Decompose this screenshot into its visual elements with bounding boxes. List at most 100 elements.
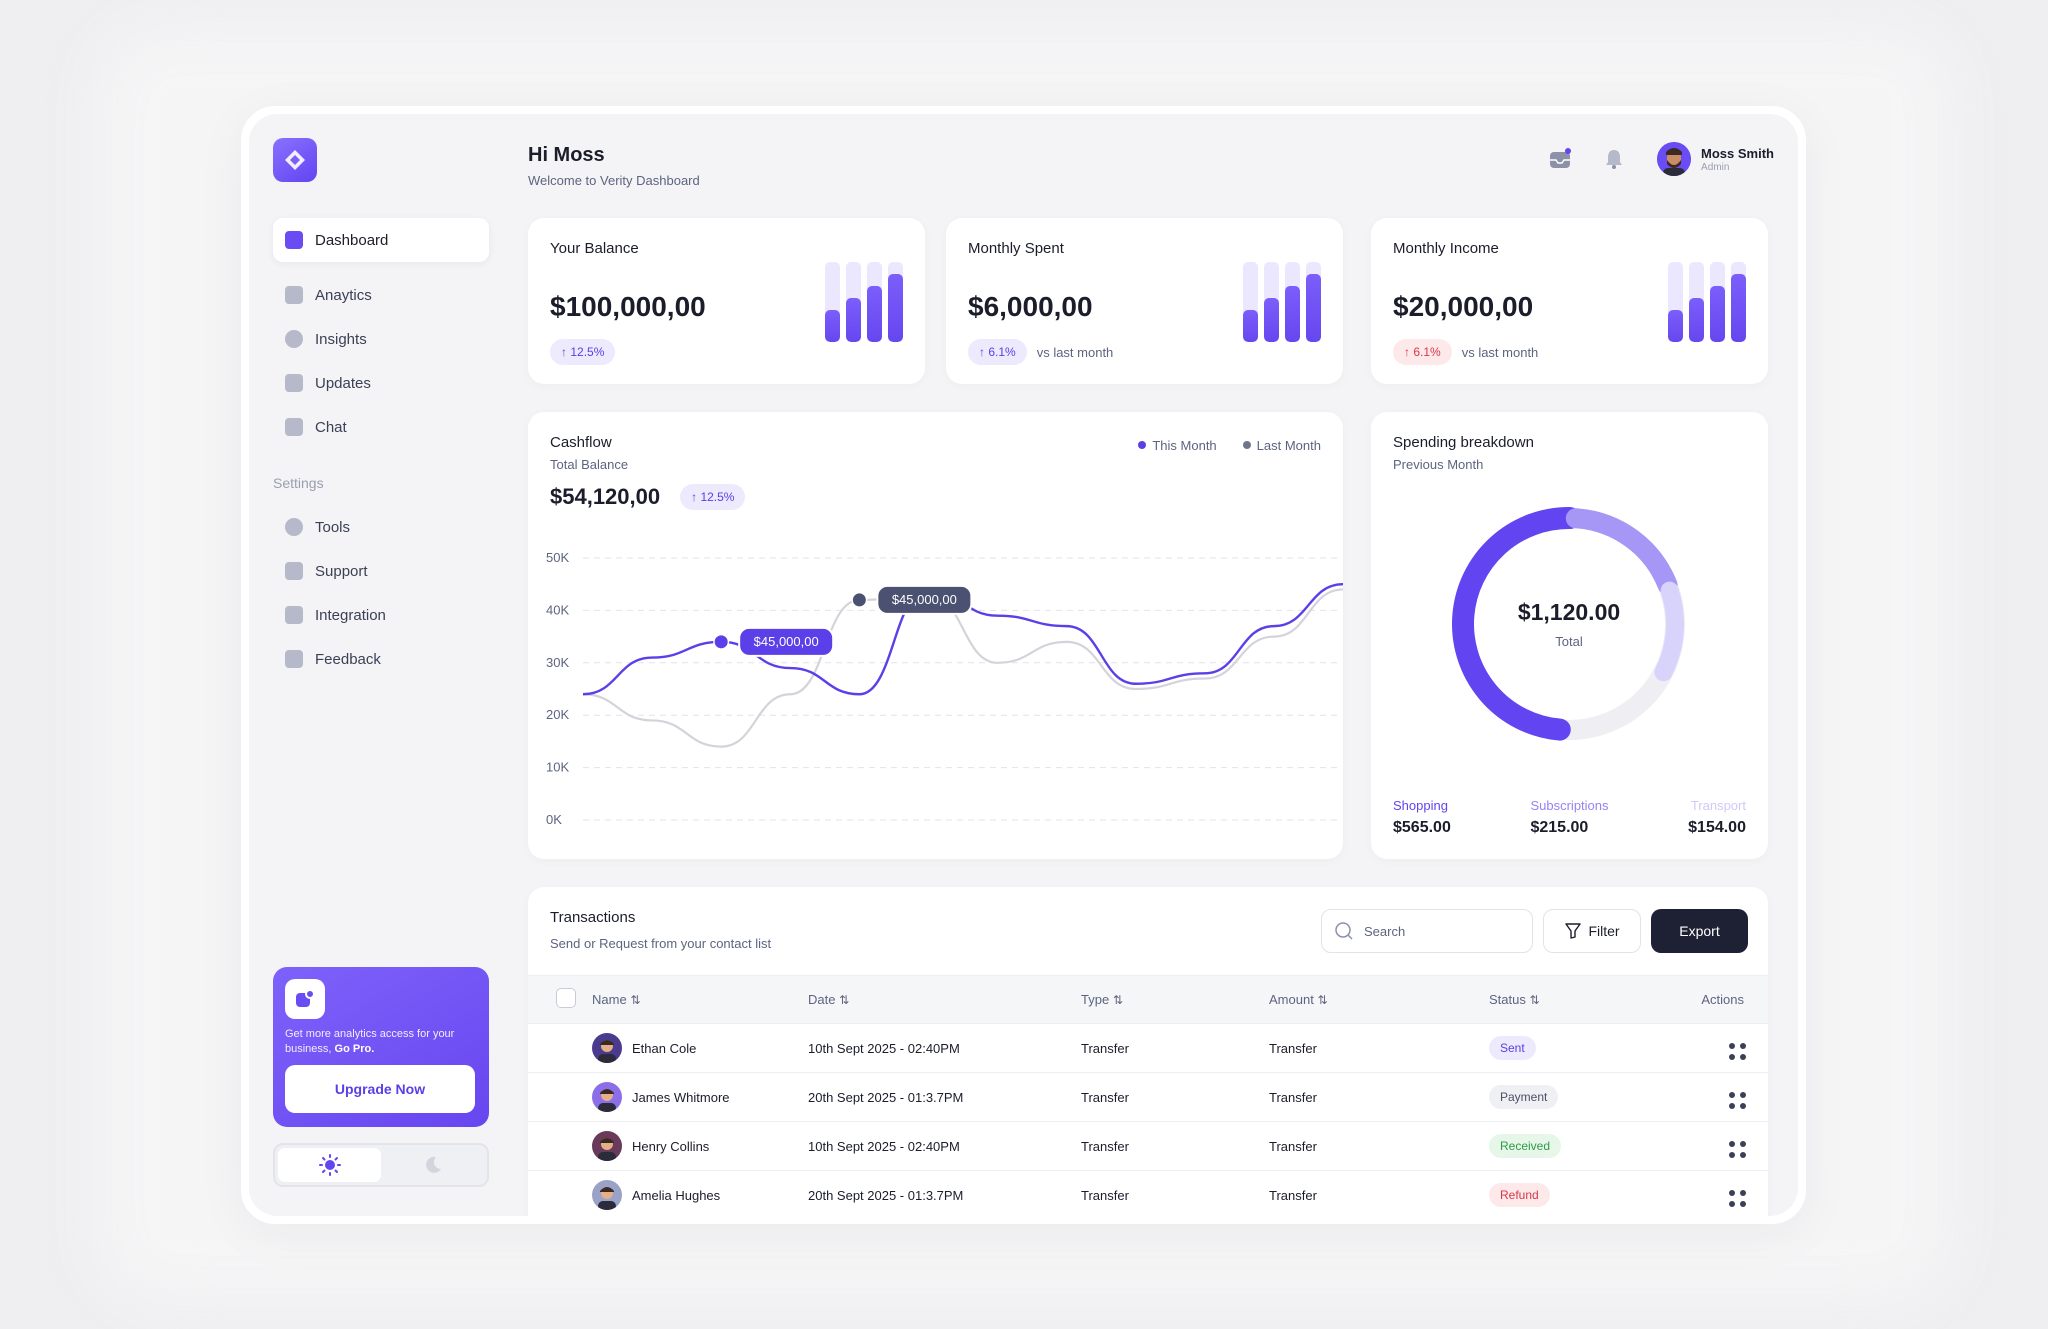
stat-title: Monthly Income	[1393, 240, 1499, 257]
table-row[interactable]: Amelia Hughes 20th Sept 2025 - 01:3.7PM Tr…	[528, 1170, 1768, 1216]
row-actions-menu-icon[interactable]	[1729, 1091, 1746, 1109]
sidebar-item-insights[interactable]: Insights	[273, 317, 489, 361]
funnel-icon	[1565, 923, 1582, 939]
transactions-card: Transactions Send or Request from your c…	[528, 887, 1768, 1216]
column-header-name[interactable]: Name ⇅	[592, 975, 808, 1024]
row-type: Transfer	[1081, 1121, 1269, 1171]
mini-bar-chart	[825, 262, 903, 342]
row-name: Henry Collins	[632, 1138, 710, 1154]
upgrade-now-button[interactable]: Upgrade Now	[285, 1065, 475, 1113]
last-month-marker-point	[852, 593, 866, 607]
mini-bar	[846, 262, 861, 342]
greeting-title: Hi Moss	[528, 144, 605, 166]
export-button[interactable]: Export	[1651, 909, 1748, 953]
series-line-last-month	[582, 588, 1343, 748]
balance-card: Your Balance $100,000,00 ↑ 12.5%	[528, 218, 925, 384]
column-header-date[interactable]: Date ⇅	[808, 975, 1081, 1024]
table-row[interactable]: James Whitmore 20th Sept 2025 - 01:3.7PM T…	[528, 1072, 1768, 1122]
stat-change-badge: ↑ 12.5%	[550, 339, 616, 365]
status-badge: Payment	[1489, 1085, 1559, 1109]
row-name: Ethan Cole	[632, 1040, 697, 1056]
row-actions-menu-icon[interactable]	[1729, 1042, 1746, 1060]
cashflow-subtitle: Total Balance	[550, 457, 629, 472]
mini-bar	[1285, 262, 1300, 342]
row-type: Transfer	[1081, 1072, 1269, 1122]
sidebar-item-dashboard[interactable]: Dashboard	[273, 218, 489, 262]
sidebar-item-tools[interactable]: Tools	[273, 505, 489, 549]
legend-last-month[interactable]: Last Month	[1242, 438, 1321, 453]
select-all-checkbox[interactable]	[556, 988, 576, 1008]
this-month-marker-tooltip-label: $45,000,00	[754, 634, 819, 649]
dark-mode-toggle[interactable]	[381, 1148, 484, 1182]
monthly-income-card: Monthly Income $20,000,00 ↑ 6.1% vs last…	[1371, 218, 1768, 384]
light-mode-toggle[interactable]	[278, 1148, 381, 1182]
donut-total-value: $1,120.00	[1517, 599, 1621, 625]
mini-bar-chart	[1668, 262, 1746, 342]
app-logo[interactable]	[273, 138, 317, 182]
row-date: 20th Sept 2025 - 01:3.7PM	[808, 1072, 1081, 1122]
inbox-button[interactable]	[1549, 148, 1572, 170]
user-role: Admin	[1701, 161, 1730, 173]
column-header-amount[interactable]: Amount ⇅	[1269, 975, 1489, 1024]
settings-section-label: Settings	[273, 475, 324, 491]
analytics-icon	[285, 286, 303, 304]
sidebar-item-updates[interactable]: Updates	[273, 361, 489, 405]
sidebar-item-feedback[interactable]: Feedback	[273, 637, 489, 681]
notifications-button[interactable]	[1603, 148, 1625, 170]
row-actions-menu-icon[interactable]	[1729, 1189, 1746, 1207]
sidebar-item-analytics[interactable]: Anaytics	[273, 273, 489, 317]
donut-chart: $1,120.00 Total	[1447, 502, 1691, 746]
moon-icon	[425, 1156, 441, 1173]
sidebar-item-support[interactable]: Support	[273, 549, 489, 593]
status-badge: Received	[1489, 1134, 1562, 1158]
mini-bar	[1243, 262, 1258, 342]
upgrade-promo-card: Get more analytics access for your busin…	[273, 967, 489, 1127]
sidebar-item-integration[interactable]: Integration	[273, 593, 489, 637]
row-actions-menu-icon[interactable]	[1729, 1140, 1746, 1158]
spending-item-subscriptions: Subscriptions $215.00	[1530, 798, 1609, 836]
sidebar-item-label: Tools	[315, 518, 351, 536]
greeting: Hi Moss Welcome to Verity Dashboard	[528, 144, 700, 188]
table-row[interactable]: Henry Collins 10th Sept 2025 - 02:40PM Tra…	[528, 1121, 1768, 1171]
sidebar-nav: Dashboard Anaytics Insights Updates Chat…	[273, 218, 489, 681]
user-profile[interactable]: Moss Smith Admin	[1657, 142, 1774, 176]
greeting-subtitle: Welcome to Verity Dashboard	[528, 173, 700, 188]
home-icon	[285, 231, 303, 249]
spending-item-transport: Transport $154.00	[1688, 798, 1746, 836]
support-icon	[285, 562, 303, 580]
search-icon	[1335, 922, 1353, 940]
diamond-logo-icon	[285, 150, 305, 170]
search-input[interactable]: Search	[1321, 909, 1533, 953]
sidebar-item-label: Support	[315, 562, 368, 580]
gear-icon	[285, 518, 303, 536]
stat-value: $100,000,00	[550, 291, 706, 322]
row-type: Transfer	[1081, 1170, 1269, 1216]
column-header-type[interactable]: Type ⇅	[1081, 975, 1269, 1024]
avatar	[592, 1131, 622, 1161]
bell-icon	[1606, 150, 1623, 169]
cashflow-title: Cashflow	[550, 434, 612, 451]
row-date: 10th Sept 2025 - 02:40PM	[808, 1121, 1081, 1171]
legend-this-month[interactable]: This Month	[1138, 438, 1217, 453]
column-header-status[interactable]: Status ⇅	[1489, 975, 1669, 1024]
feedback-icon	[285, 650, 303, 668]
eye-icon	[285, 330, 303, 348]
row-amount: Transfer	[1269, 1170, 1489, 1216]
stat-note: vs last month	[1461, 344, 1539, 360]
cashflow-change-badge: ↑ 12.5%	[680, 484, 746, 510]
stat-change-badge: ↑ 6.1%	[1393, 339, 1452, 365]
chart-legend: This Month Last Month	[1138, 438, 1321, 453]
transactions-subtitle: Send or Request from your contact list	[550, 936, 772, 951]
filter-button[interactable]: Filter	[1543, 909, 1641, 953]
table-header-row: Name ⇅ Date ⇅ Type ⇅ Amount ⇅ Status ⇅ A…	[528, 975, 1768, 1024]
donut-slice-transport[interactable]	[1454, 509, 1684, 739]
row-name: James Whitmore	[632, 1089, 730, 1105]
transactions-title: Transactions	[550, 909, 636, 926]
table-row[interactable]: Ethan Cole 10th Sept 2025 - 02:40PM Transf…	[528, 1023, 1768, 1073]
spending-subtitle: Previous Month	[1393, 457, 1484, 472]
sidebar-item-chat[interactable]: Chat	[273, 405, 489, 449]
mini-bar	[1731, 262, 1746, 342]
donut-slice-subscriptions[interactable]	[1453, 508, 1685, 740]
mini-bar	[1306, 262, 1321, 342]
stat-value: $20,000,00	[1393, 291, 1534, 322]
